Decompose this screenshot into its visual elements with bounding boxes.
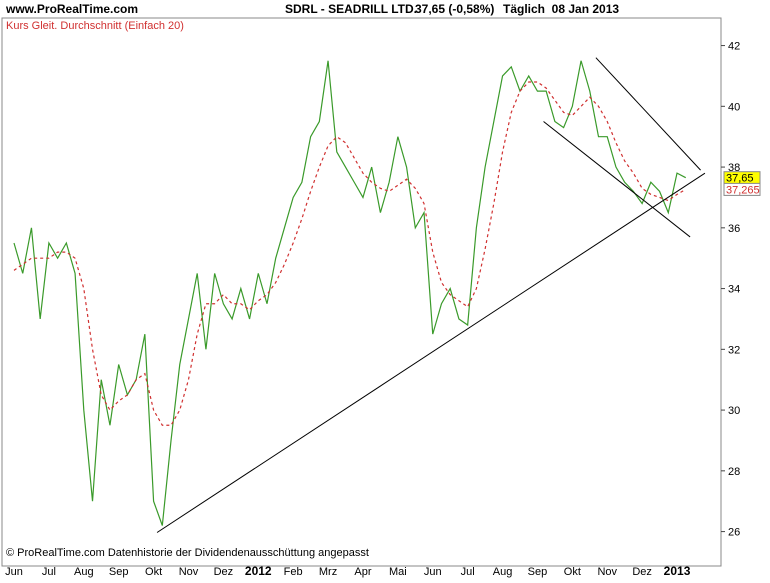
- legend: Kurs Gleit. Durchschnitt (Einfach 20): [6, 20, 184, 32]
- y-tick-label: 40: [728, 101, 740, 113]
- y-tick-label: 32: [728, 344, 740, 356]
- y-tick-label: 30: [728, 405, 740, 417]
- last-value-box: [723, 182, 761, 196]
- series-line: [13, 81, 687, 426]
- plot-area: [1, 17, 722, 567]
- last-value-label: 37,265: [726, 184, 760, 196]
- quote: 37,65 (-0,58%): [415, 2, 494, 16]
- trend-line: [543, 121, 691, 238]
- series-line: [13, 60, 687, 526]
- site: www.ProRealTime.com: [5, 2, 138, 16]
- x-tick-label: Nov: [597, 566, 617, 578]
- period: Täglich 08 Jan 2013: [503, 2, 619, 16]
- x-tick-label: Nov: [179, 566, 199, 578]
- x-tick-label: Feb: [284, 566, 303, 578]
- x-tick-label: Okt: [564, 566, 581, 578]
- y-tick-label: 42: [728, 41, 740, 53]
- x-tick-label: Sep: [109, 566, 129, 578]
- y-tick-label: 38: [728, 162, 740, 174]
- last-value-label: 37,65: [726, 173, 754, 185]
- y-tick-label: 36: [728, 223, 740, 235]
- x-tick-label: Okt: [145, 566, 162, 578]
- x-tick-label: Jun: [5, 566, 23, 578]
- x-tick-label: 2013: [664, 564, 691, 578]
- x-tick-label: Mai: [389, 566, 407, 578]
- y-tick-label: 34: [728, 284, 740, 296]
- x-tick-label: 2012: [245, 564, 272, 578]
- footer: © ProRealTime.com Datenhistorie der Divi…: [6, 547, 369, 559]
- x-tick-label: Mrz: [319, 566, 337, 578]
- x-tick-label: Jul: [42, 566, 56, 578]
- x-tick-label: Dez: [214, 566, 234, 578]
- x-tick-label: Jul: [461, 566, 475, 578]
- trend-line: [156, 172, 706, 533]
- x-tick-label: Jun: [424, 566, 442, 578]
- instrument: SDRL - SEADRILL LTD.: [285, 2, 417, 16]
- x-tick-label: Apr: [354, 566, 371, 578]
- y-tick-label: 28: [728, 466, 740, 478]
- x-tick-label: Sep: [528, 566, 548, 578]
- x-tick-label: Dez: [632, 566, 652, 578]
- x-tick-label: Aug: [493, 566, 513, 578]
- y-tick-label: 26: [728, 527, 740, 539]
- trend-line: [595, 57, 701, 171]
- x-tick-label: Aug: [74, 566, 94, 578]
